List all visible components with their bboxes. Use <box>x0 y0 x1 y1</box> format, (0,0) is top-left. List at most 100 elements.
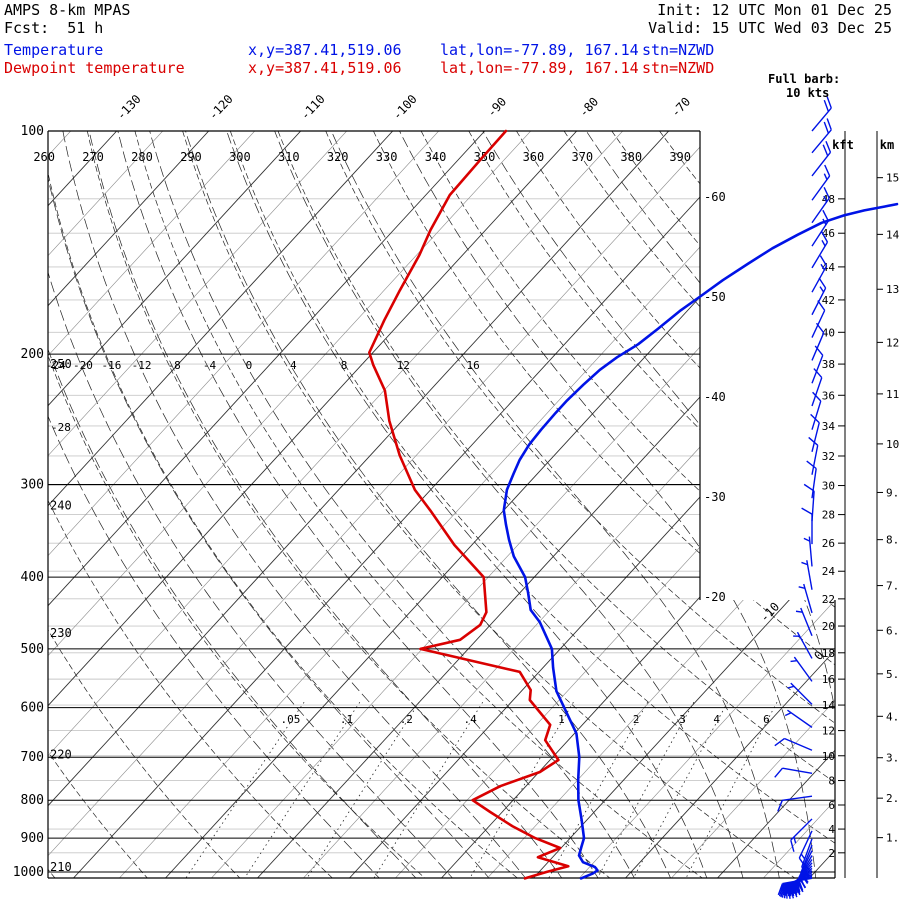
app-title: AMPS 8-km MPAS <box>4 1 131 19</box>
svg-text:300: 300 <box>229 150 251 164</box>
init-time: Init: 12 UTC Mon 01 Dec 25 <box>657 1 892 19</box>
svg-text:800: 800 <box>21 793 44 808</box>
svg-text:12: 12 <box>397 359 410 372</box>
svg-text:310: 310 <box>278 150 300 164</box>
svg-text:340: 340 <box>425 150 447 164</box>
svg-text:10.: 10. <box>886 438 900 451</box>
barb-legend-value: 10 kts <box>786 86 830 100</box>
svg-text:330: 330 <box>376 150 398 164</box>
svg-text:6: 6 <box>828 799 835 812</box>
svg-text:-60: -60 <box>704 190 726 204</box>
svg-text:-50: -50 <box>704 290 726 304</box>
svg-text:2: 2 <box>828 847 835 860</box>
svg-text:3: 3 <box>679 713 686 726</box>
barb-legend-title: Full barb: <box>768 72 841 86</box>
svg-text:-80: -80 <box>576 95 601 120</box>
svg-text:-20: -20 <box>73 359 93 372</box>
svg-text:-90: -90 <box>484 95 509 120</box>
svg-text:24: 24 <box>822 565 836 578</box>
svg-text:4.: 4. <box>886 710 899 723</box>
svg-text:42: 42 <box>822 294 835 307</box>
svg-text:600: 600 <box>21 701 44 716</box>
svg-text:-120: -120 <box>206 92 236 123</box>
svg-text:34: 34 <box>822 420 836 433</box>
mixing-ratio-lines <box>184 701 778 878</box>
svg-text:220: 220 <box>50 747 72 761</box>
svg-text:8: 8 <box>341 359 348 372</box>
temperature-legend-label: Temperature <box>4 41 104 59</box>
svg-text:15.: 15. <box>886 172 900 185</box>
svg-text:500: 500 <box>21 642 44 657</box>
svg-text:14.: 14. <box>886 228 900 241</box>
svg-text:13.: 13. <box>886 283 900 296</box>
svg-text:8: 8 <box>828 775 835 788</box>
svg-text:20: 20 <box>822 620 835 633</box>
svg-text:16: 16 <box>466 359 479 372</box>
svg-text:16: 16 <box>822 673 835 686</box>
svg-text:-28: -28 <box>51 421 71 434</box>
isotherms <box>48 131 835 878</box>
svg-text:26: 26 <box>822 537 835 550</box>
svg-text:210: 210 <box>50 860 72 874</box>
svg-text:4: 4 <box>713 713 720 726</box>
svg-text:8.: 8. <box>886 534 899 547</box>
svg-text:290: 290 <box>180 150 202 164</box>
svg-text:.2: .2 <box>400 713 413 726</box>
temperature-station: stn=NZWD <box>642 41 715 59</box>
svg-text:-12: -12 <box>132 359 152 372</box>
svg-text:40: 40 <box>822 326 835 339</box>
svg-text:.1: .1 <box>340 713 353 726</box>
svg-text:12.: 12. <box>886 336 900 349</box>
svg-text:400: 400 <box>21 570 44 585</box>
svg-text:2.: 2. <box>886 792 899 805</box>
svg-text:12: 12 <box>822 725 835 738</box>
moist-adiabats <box>48 131 835 878</box>
svg-text:-8: -8 <box>167 359 180 372</box>
svg-text:-16: -16 <box>101 359 121 372</box>
svg-text:5.: 5. <box>886 668 899 681</box>
dewpoint-xy: x,y=387.41,519.06 <box>248 59 402 77</box>
svg-text:2: 2 <box>633 713 640 726</box>
dewpoint-station: stn=NZWD <box>642 59 715 77</box>
svg-text:240: 240 <box>50 498 72 512</box>
dewpoint-latlon: lat,lon=-77.89, 167.14 <box>440 59 639 77</box>
svg-text:-4: -4 <box>203 359 217 372</box>
svg-text:9.: 9. <box>886 486 899 499</box>
svg-text:.05: .05 <box>281 713 301 726</box>
svg-text:10: 10 <box>822 750 835 763</box>
svg-text:kft: kft <box>832 138 854 152</box>
plot-border <box>47 130 836 879</box>
svg-text:230: 230 <box>50 626 72 640</box>
svg-text:100: 100 <box>21 124 44 139</box>
svg-text:-24: -24 <box>46 359 66 372</box>
svg-text:-20: -20 <box>704 590 726 604</box>
svg-text:.4: .4 <box>463 713 477 726</box>
wind-barbs <box>774 96 832 899</box>
height-axes: kft km48464442403836343230282624222018161… <box>822 131 900 878</box>
svg-text:1000: 1000 <box>13 865 44 880</box>
svg-text:28: 28 <box>822 509 835 522</box>
forecast-hour: Fcst: 51 h <box>4 19 104 37</box>
svg-text:-10: -10 <box>757 600 782 625</box>
grid-clipped <box>48 131 835 878</box>
valid-time: Valid: 15 UTC Wed 03 Dec 25 <box>648 19 892 37</box>
temperature-latlon: lat,lon=-77.89, 167.14 <box>440 41 639 59</box>
svg-text:380: 380 <box>620 150 642 164</box>
svg-text:0: 0 <box>246 359 253 372</box>
svg-text:370: 370 <box>571 150 593 164</box>
svg-text:4: 4 <box>290 359 297 372</box>
svg-text:32: 32 <box>822 450 835 463</box>
svg-text:360: 360 <box>523 150 545 164</box>
svg-text:200: 200 <box>21 347 44 362</box>
svg-text:11.: 11. <box>886 388 900 401</box>
svg-text:3.: 3. <box>886 752 899 765</box>
svg-text:6.: 6. <box>886 624 899 637</box>
svg-text:-40: -40 <box>704 390 726 404</box>
svg-text:270: 270 <box>82 150 104 164</box>
svg-text:38: 38 <box>822 358 835 371</box>
svg-text:320: 320 <box>327 150 349 164</box>
temperature-xy: x,y=387.41,519.06 <box>248 41 402 59</box>
